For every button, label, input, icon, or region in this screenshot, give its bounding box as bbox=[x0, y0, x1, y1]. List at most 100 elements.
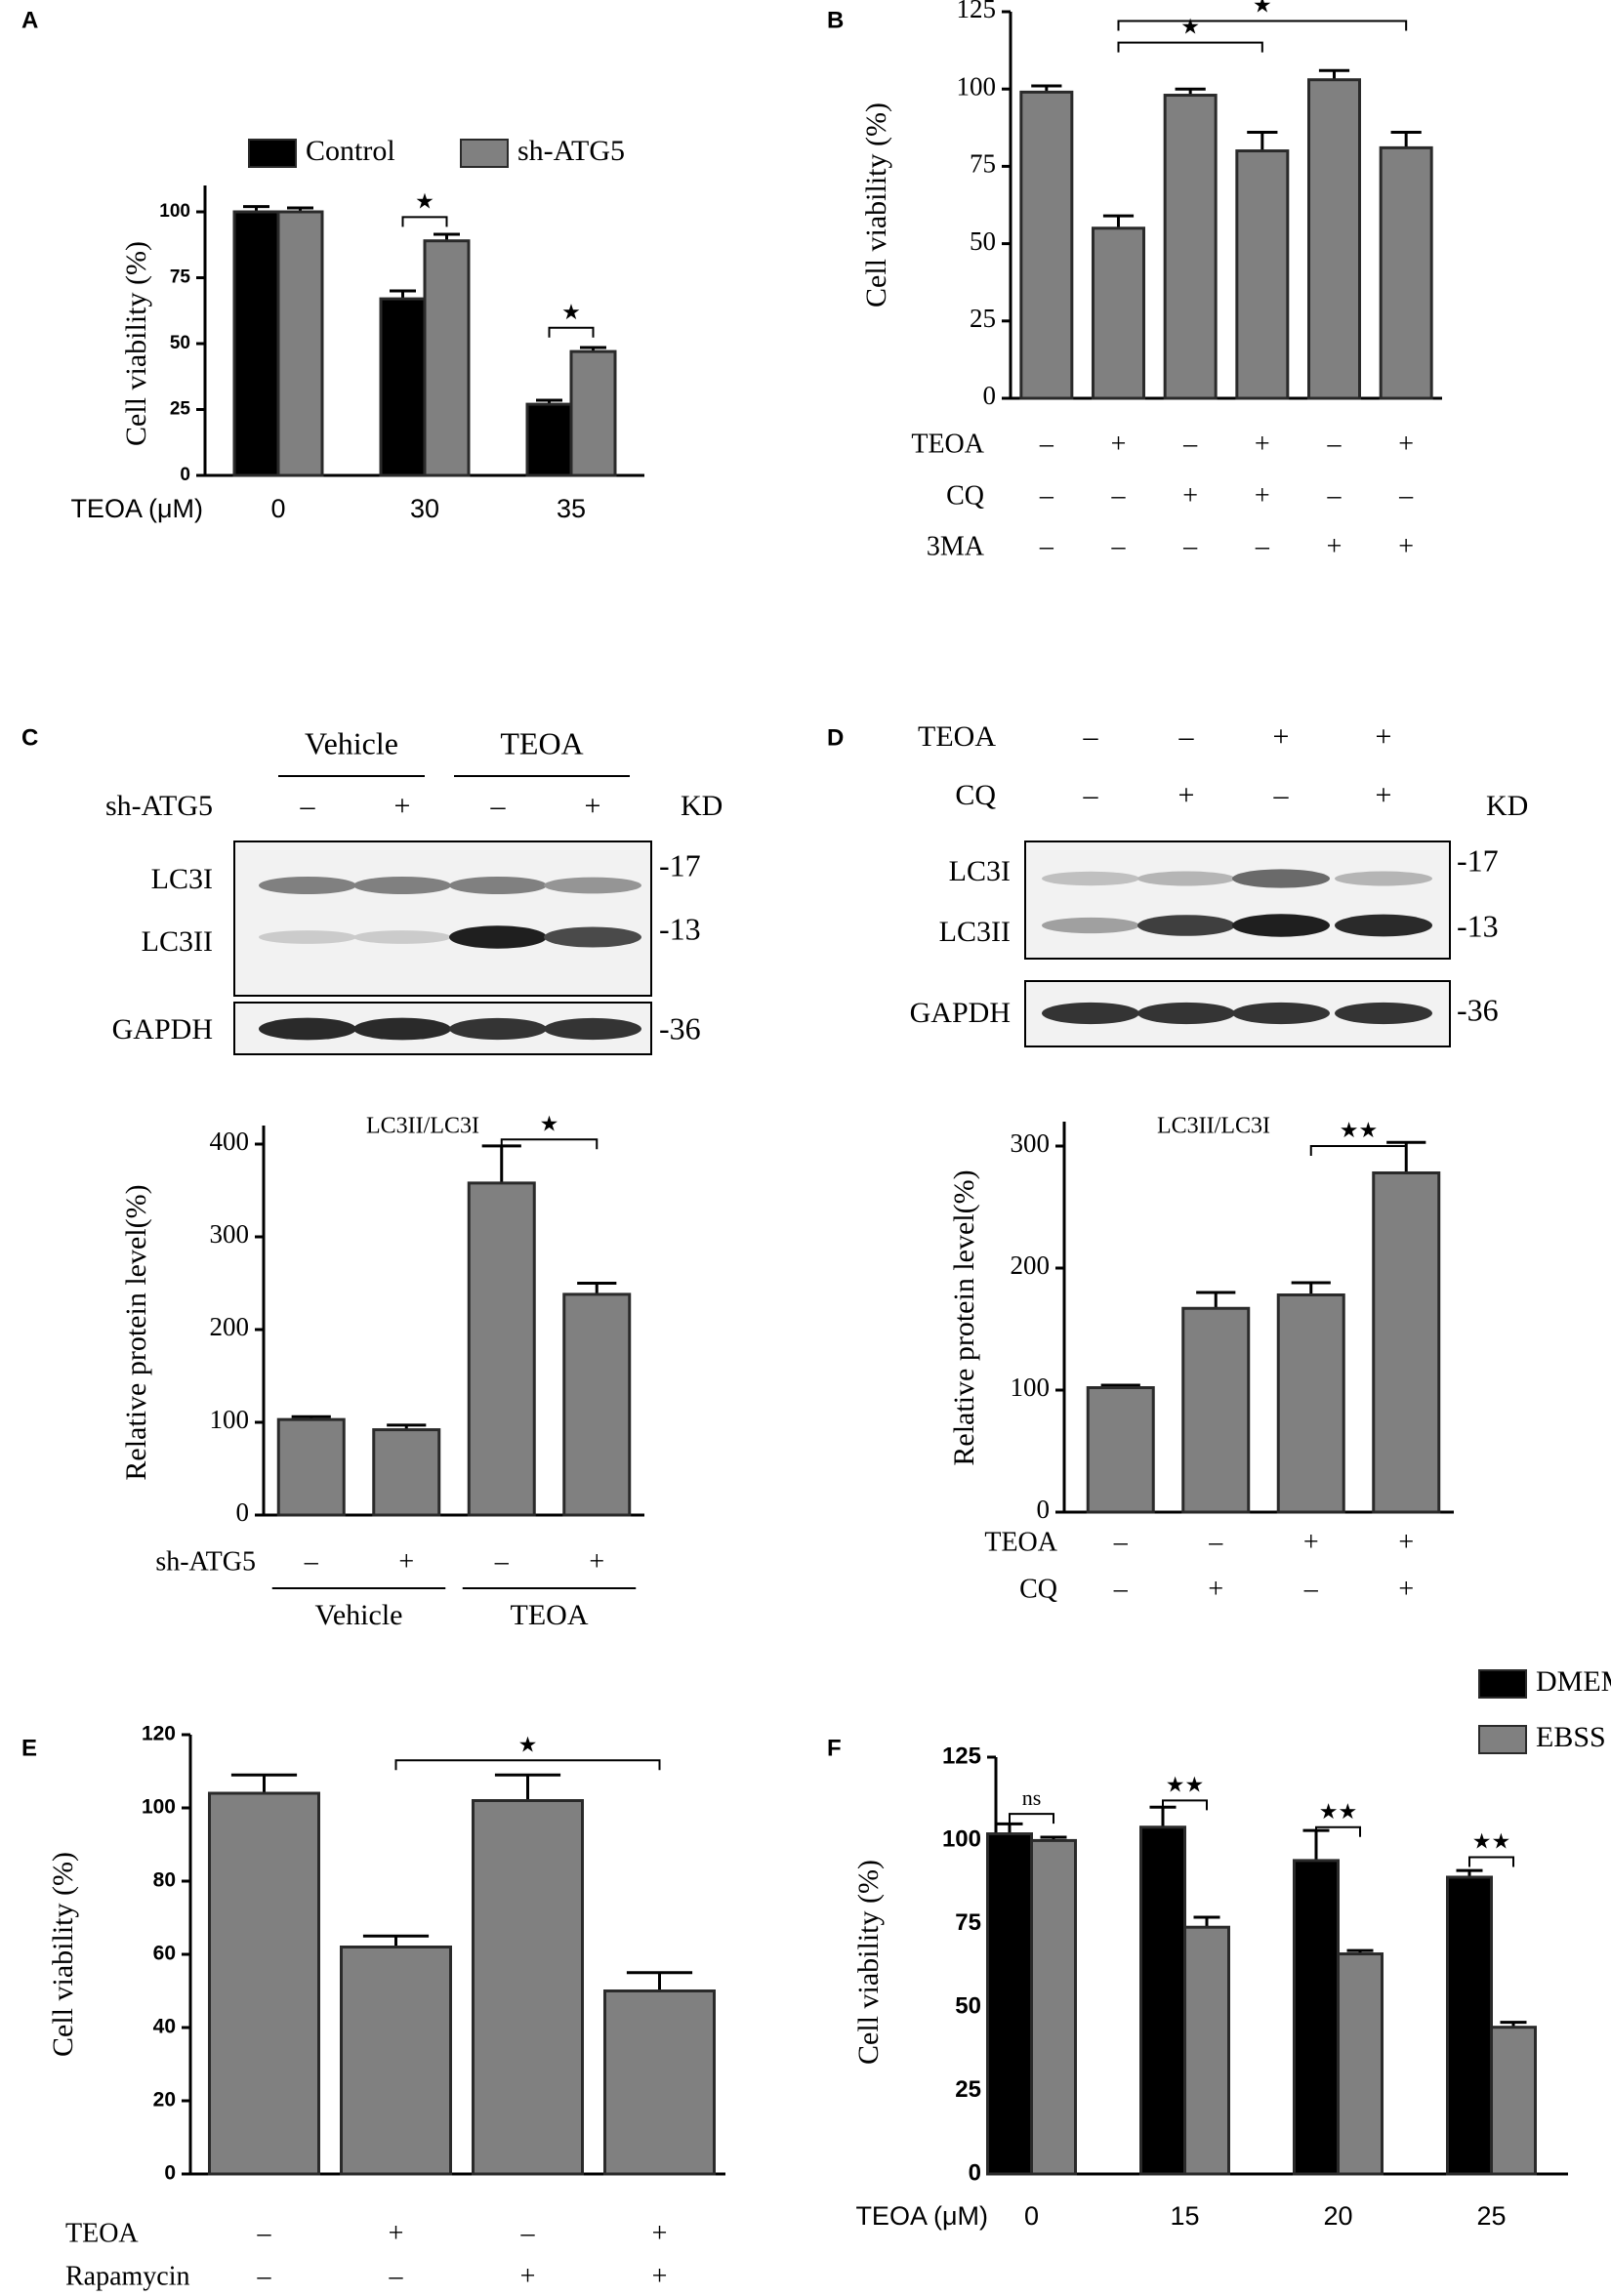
significance-label: ★ bbox=[1253, 0, 1272, 18]
blot-row-label: sh-ATG5 bbox=[105, 790, 213, 822]
bar bbox=[1139, 1825, 1186, 2176]
blot-band bbox=[449, 925, 547, 949]
band-label: LC3I bbox=[949, 855, 1011, 887]
condition-sign: – bbox=[304, 1546, 319, 1577]
significance-label: ★★ bbox=[1472, 1829, 1510, 1854]
blot-band bbox=[449, 877, 547, 894]
bar bbox=[1235, 149, 1290, 400]
error-bar bbox=[1102, 214, 1135, 228]
error-bar bbox=[1318, 68, 1350, 80]
significance-bracket bbox=[1117, 20, 1408, 31]
y-tick-label: 0 bbox=[1037, 1495, 1051, 1524]
blot-band bbox=[544, 877, 641, 894]
bar bbox=[603, 1989, 716, 2176]
y-axis-label: Cell viability (%) bbox=[852, 1860, 885, 2065]
significance-label: ★★ bbox=[1319, 1799, 1357, 1824]
error-bar bbox=[230, 1773, 298, 1793]
error-bar bbox=[1390, 131, 1422, 148]
y-tick-label: 120 bbox=[142, 1723, 176, 1745]
bar bbox=[1293, 1859, 1340, 2176]
x-tick-label: 0 bbox=[1024, 2201, 1039, 2231]
error-bar bbox=[577, 1282, 617, 1294]
blot-row-sign: – bbox=[1273, 779, 1290, 811]
blot-band bbox=[544, 926, 641, 948]
y-axis-label: Relative protein level(%) bbox=[120, 1184, 152, 1480]
x-tick-label: 15 bbox=[1170, 2201, 1199, 2231]
blot-row-sign: + bbox=[1178, 779, 1195, 811]
condition-sign: + bbox=[589, 1546, 604, 1577]
condition-sign: – bbox=[1327, 480, 1342, 511]
blot-frame bbox=[233, 840, 652, 997]
blot-row-sign: – bbox=[1178, 720, 1195, 753]
blot-row-sign: – bbox=[1083, 720, 1099, 753]
blot-band bbox=[259, 1017, 356, 1041]
y-tick-label: 25 bbox=[955, 2076, 981, 2103]
blot-group-label: TEOA bbox=[500, 725, 583, 760]
bar bbox=[1019, 90, 1074, 400]
error-bar bbox=[494, 1773, 561, 1801]
condition-label: Rapamycin bbox=[65, 2261, 190, 2291]
bar bbox=[1446, 1875, 1493, 2176]
bar bbox=[1276, 1293, 1345, 1514]
condition-label: TEOA bbox=[65, 2218, 139, 2248]
bar bbox=[986, 1832, 1033, 2176]
y-tick-label: 125 bbox=[942, 1742, 981, 1769]
blot-band bbox=[1137, 1002, 1235, 1025]
panel-label: F bbox=[827, 1735, 842, 1761]
blot-band bbox=[1335, 871, 1432, 886]
error-bar bbox=[1193, 1915, 1220, 1928]
blot-row-sign: + bbox=[394, 790, 411, 822]
bar bbox=[1372, 1171, 1441, 1514]
y-tick-label: 25 bbox=[970, 304, 996, 333]
bar bbox=[467, 1181, 536, 1517]
blot-band bbox=[449, 1017, 547, 1041]
significance-bracket bbox=[1468, 1856, 1514, 1867]
y-tick-label: 100 bbox=[210, 1405, 250, 1434]
y-tick-label: 50 bbox=[170, 333, 190, 353]
bar bbox=[208, 1791, 320, 2176]
y-tick-label: 0 bbox=[969, 2159, 981, 2186]
size-marker: -17 bbox=[659, 847, 701, 882]
blot-band bbox=[1335, 914, 1432, 937]
bar bbox=[472, 1799, 584, 2176]
condition-sign: – bbox=[389, 2261, 404, 2291]
blot-frame bbox=[1024, 840, 1451, 960]
significance-bracket bbox=[401, 216, 448, 227]
condition-sign: + bbox=[520, 2261, 536, 2291]
condition-sign: + bbox=[652, 2218, 668, 2248]
condition-sign: – bbox=[257, 2218, 272, 2248]
significance-bracket bbox=[1117, 41, 1263, 53]
condition-sign: – bbox=[1039, 480, 1054, 511]
condition-sign: – bbox=[520, 2218, 536, 2248]
blot-row-sign: – bbox=[300, 790, 316, 822]
panel-label: E bbox=[21, 1735, 37, 1761]
condition-label: CQ bbox=[1019, 1574, 1057, 1604]
bar bbox=[379, 297, 427, 477]
error-bar bbox=[481, 1144, 521, 1183]
significance-label: ★ bbox=[540, 1111, 559, 1135]
bar bbox=[1337, 1952, 1384, 2176]
bar bbox=[1183, 1925, 1230, 2176]
y-tick-label: 0 bbox=[180, 465, 190, 485]
size-marker: -13 bbox=[1457, 908, 1499, 943]
band-label: LC3II bbox=[939, 916, 1011, 948]
error-bar bbox=[362, 1934, 430, 1948]
legend-label: sh-ATG5 bbox=[517, 135, 625, 167]
condition-sign: + bbox=[1303, 1527, 1319, 1557]
significance-bracket bbox=[1009, 1813, 1054, 1824]
y-tick-label: 25 bbox=[170, 399, 191, 420]
bar bbox=[1163, 94, 1218, 400]
significance-bracket bbox=[1315, 1825, 1361, 1837]
x-tick-label: 30 bbox=[410, 494, 439, 523]
blot-row-sign: + bbox=[1376, 720, 1392, 753]
blot-row-sign: + bbox=[1273, 720, 1290, 753]
condition-sign: – bbox=[494, 1546, 510, 1577]
condition-sign: – bbox=[1113, 1574, 1129, 1604]
x-axis-label: TEOA (μM) bbox=[70, 494, 203, 523]
condition-label: sh-ATG5 bbox=[155, 1546, 256, 1577]
y-tick-label: 75 bbox=[955, 1909, 981, 1936]
significance-bracket bbox=[500, 1138, 599, 1150]
x-tick-label: 25 bbox=[1476, 2201, 1506, 2231]
significance-bracket bbox=[1309, 1145, 1408, 1156]
condition-sign: – bbox=[1182, 531, 1198, 561]
